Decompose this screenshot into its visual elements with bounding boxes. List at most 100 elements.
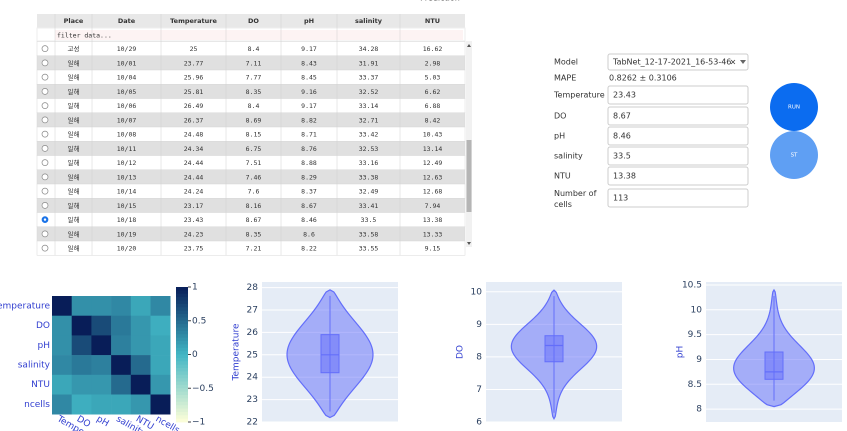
field-input[interactable] xyxy=(607,126,749,146)
table-cell: 13.14 xyxy=(423,145,443,153)
row-radio[interactable] xyxy=(41,59,49,67)
table-cell: 9.17 xyxy=(301,45,317,53)
table-cell: 8.15 xyxy=(246,131,262,139)
field-label: Temperature xyxy=(553,91,605,100)
table-cell: 8.37 xyxy=(301,188,317,196)
table-cell: 23.75 xyxy=(184,245,204,253)
table-cell: 25 xyxy=(190,45,198,53)
field-input[interactable] xyxy=(607,106,749,126)
field-value: 8.67 xyxy=(613,112,631,121)
heatmap-cell xyxy=(130,394,151,415)
scrollbar-thumb[interactable] xyxy=(466,140,472,212)
table-cell: 33.55 xyxy=(359,245,379,253)
colorbar-step xyxy=(176,334,188,339)
row-radio[interactable] xyxy=(41,187,49,195)
row-radio[interactable] xyxy=(41,230,49,238)
table-cell: 7.6 xyxy=(248,188,260,196)
table-cell: 32.71 xyxy=(359,116,379,124)
model-label: Model xyxy=(554,58,578,67)
colorbar-step xyxy=(176,354,188,359)
row-radio[interactable] xyxy=(41,130,49,138)
action-button[interactable] xyxy=(770,131,818,179)
row-radio[interactable] xyxy=(41,116,49,124)
table-cell: 일해 xyxy=(68,144,80,153)
colorbar-step xyxy=(176,324,188,328)
table-cell: 10/05 xyxy=(117,88,137,96)
field-input[interactable] xyxy=(607,85,749,105)
model-select[interactable] xyxy=(607,53,749,71)
table-cell: 24.44 xyxy=(184,159,204,167)
row-radio[interactable] xyxy=(41,45,49,52)
row-radio[interactable] xyxy=(41,88,49,95)
column-header: pH xyxy=(304,17,314,25)
row-radio[interactable] xyxy=(41,244,49,252)
table-cell: 8.67 xyxy=(246,216,262,224)
table-cell: 25.81 xyxy=(184,88,204,96)
action-button[interactable] xyxy=(770,83,818,131)
colorbar-step xyxy=(176,347,188,352)
y-tick-label: 23 xyxy=(247,395,258,405)
row-radio[interactable] xyxy=(41,145,49,152)
table-cell: 33.58 xyxy=(359,230,379,238)
table-cell: 8.35 xyxy=(246,230,262,238)
scroll-down[interactable] xyxy=(467,242,471,245)
field-input[interactable] xyxy=(607,188,749,208)
colorbar-step xyxy=(176,364,188,369)
y-tick-label: Temperature xyxy=(0,301,50,311)
row-radio[interactable] xyxy=(41,73,49,81)
heatmap-cell xyxy=(91,296,112,316)
row-radio[interactable] xyxy=(41,173,49,181)
y-tick-label: 8 xyxy=(476,352,482,362)
heatmap-cell xyxy=(150,355,171,376)
action-button-label[interactable]: ST xyxy=(791,153,798,159)
heatmap-cell xyxy=(150,296,171,316)
y-tick-label: 10 xyxy=(471,287,483,297)
heatmap-cell xyxy=(71,394,92,415)
table-cell: 6.75 xyxy=(246,145,262,153)
field-label: pH xyxy=(554,132,565,141)
table-cell: 32.49 xyxy=(359,188,379,196)
row-radio[interactable] xyxy=(41,159,49,166)
y-tick-label: 27 xyxy=(247,306,258,316)
row-radio[interactable] xyxy=(41,202,49,209)
table-cell: 33.5 xyxy=(361,216,377,224)
table-cell: 26.37 xyxy=(184,116,204,124)
heatmap-cell xyxy=(111,374,132,395)
table-cell: 33.38 xyxy=(359,173,379,181)
row-radio[interactable] xyxy=(41,102,49,109)
y-tick-label: DO xyxy=(36,321,50,331)
table-cell: 24.34 xyxy=(184,145,204,153)
y-tick-label: 24 xyxy=(247,373,259,383)
heatmap-cell xyxy=(91,335,112,356)
y-tick-label: 8 xyxy=(696,405,702,415)
y-tick-label: 10.5 xyxy=(682,280,702,290)
heatmap-cell xyxy=(91,374,112,395)
action-button-label[interactable]: RUN xyxy=(788,105,800,111)
model-clear[interactable]: × xyxy=(730,58,737,67)
heatmap-cell xyxy=(71,296,92,316)
heatmap-cell xyxy=(111,394,132,415)
colorbar-step xyxy=(176,344,188,349)
y-tick-label: 10 xyxy=(691,305,703,315)
table-cell: 10.43 xyxy=(423,131,443,139)
violin-box xyxy=(320,334,340,374)
y-axis-title: pH xyxy=(676,346,686,358)
scroll-up[interactable] xyxy=(467,44,471,47)
table-cell: 8.42 xyxy=(425,116,441,124)
colorbar-step xyxy=(176,374,188,379)
mape-label: MAPE xyxy=(554,74,576,83)
table-cell: 10/04 xyxy=(117,74,137,82)
heatmap-cell xyxy=(52,335,72,356)
field-value: 113 xyxy=(613,194,628,203)
filter-input[interactable] xyxy=(55,30,463,40)
table-cell: 7.11 xyxy=(246,59,262,67)
colorbar-step xyxy=(176,300,188,305)
table-cell: 일해 xyxy=(68,101,80,110)
field-input[interactable] xyxy=(607,166,749,186)
field-value: 23.43 xyxy=(613,91,636,100)
colorbar-step xyxy=(176,368,188,372)
heatmap-cell xyxy=(130,335,151,356)
field-label: salinity xyxy=(554,152,583,161)
field-input[interactable] xyxy=(607,146,749,166)
